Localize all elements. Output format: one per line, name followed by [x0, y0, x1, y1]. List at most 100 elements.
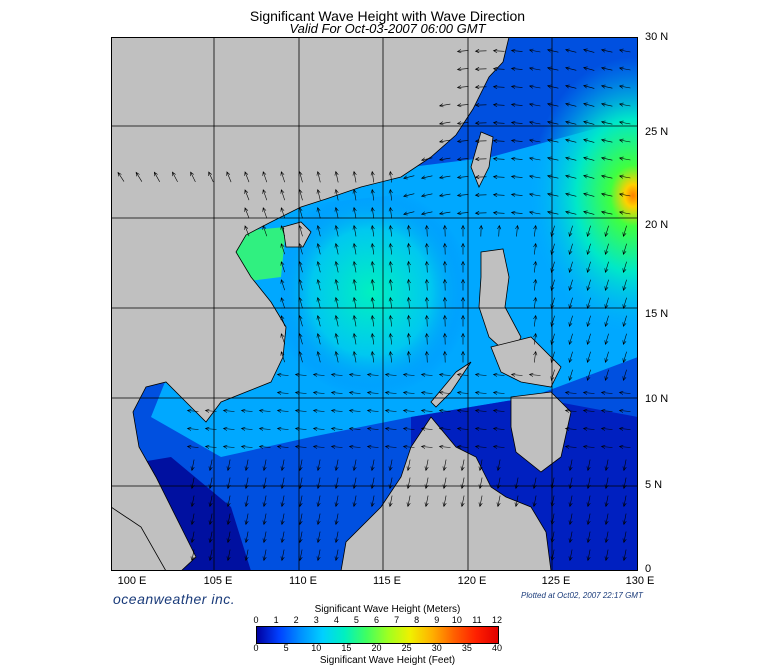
wave-direction-arrow	[442, 350, 447, 363]
colorbar-meter-tick: 10	[451, 615, 462, 625]
wave-direction-arrow	[352, 278, 357, 291]
wave-direction-arrow	[565, 102, 577, 107]
wave-direction-arrow	[388, 206, 393, 219]
wave-direction-arrow	[600, 174, 613, 179]
colorbar-meter-tick: 3	[313, 615, 319, 625]
wave-direction-arrow	[190, 171, 196, 183]
wave-direction-arrow	[438, 372, 451, 377]
wave-direction-arrow	[334, 224, 339, 237]
wave-direction-arrow	[492, 138, 505, 143]
wave-direction-arrow	[403, 211, 415, 216]
wave-direction-arrow	[442, 459, 447, 472]
colorbar-feet-tick: 20	[371, 643, 382, 653]
wave-direction-arrow	[370, 350, 375, 363]
wave-direction-arrow	[424, 224, 429, 237]
wave-direction-arrow	[334, 242, 339, 255]
wave-direction-arrow	[442, 224, 447, 237]
wave-direction-arrow	[420, 211, 433, 216]
wave-direction-arrow	[461, 296, 465, 309]
colorbar-feet-tick: 15	[341, 643, 352, 653]
wave-direction-arrow	[492, 192, 505, 197]
wave-direction-arrow	[474, 67, 487, 72]
wave-direction-arrow	[406, 459, 411, 472]
wave-direction-arrow	[474, 426, 487, 431]
wave-direction-arrow	[492, 48, 505, 53]
wave-direction-arrow	[222, 444, 235, 449]
sumatra-island	[111, 506, 167, 571]
wave-direction-arrow	[604, 225, 609, 237]
wave-direction-arrow	[420, 157, 433, 162]
wave-direction-arrow	[316, 261, 321, 273]
wave-direction-arrow	[388, 495, 393, 508]
wave-direction-arrow	[456, 67, 469, 72]
wave-direction-arrow	[583, 66, 595, 71]
wave-direction-arrow	[510, 66, 523, 71]
wave-direction-arrow	[600, 48, 613, 53]
wave-direction-arrow	[586, 549, 591, 562]
wave-direction-arrow	[492, 174, 505, 179]
wave-direction-arrow	[456, 408, 469, 413]
wave-direction-arrow	[424, 350, 429, 363]
wave-direction-arrow	[316, 171, 321, 183]
wave-direction-arrow	[456, 193, 469, 198]
map-title: Significant Wave Height with Wave Direct…	[249, 8, 526, 24]
wave-direction-arrow	[388, 477, 393, 490]
wave-direction-arrow	[226, 531, 231, 544]
wave-direction-arrow	[582, 426, 595, 431]
wave-direction-arrow	[604, 531, 609, 544]
wave-direction-arrow	[370, 459, 375, 472]
wave-direction-arrow	[456, 157, 469, 162]
wave-direction-arrow	[316, 549, 321, 562]
lon-label-130e: 130 E	[625, 575, 655, 587]
wave-direction-arrow	[226, 513, 231, 526]
wave-direction-arrow	[492, 84, 505, 89]
wave-direction-arrow	[316, 297, 321, 309]
lon-label-120e: 120 E	[457, 575, 487, 587]
wave-direction-arrow	[424, 242, 429, 255]
wave-direction-arrow	[586, 513, 591, 526]
wave-direction-arrow	[586, 243, 591, 255]
wave-direction-arrow	[528, 66, 541, 71]
wave-direction-arrow	[510, 120, 523, 125]
wave-direction-arrow	[456, 139, 469, 144]
wave-direction-arrow	[550, 243, 555, 255]
wave-direction-arrow	[298, 207, 303, 219]
wave-direction-arrow	[366, 408, 379, 413]
wave-direction-arrow	[334, 188, 339, 201]
wave-direction-arrow	[546, 102, 559, 107]
wave-direction-arrow	[186, 444, 199, 449]
wave-direction-arrow	[420, 426, 433, 431]
wave-direction-arrow	[190, 495, 195, 508]
wave-direction-arrow	[388, 350, 393, 363]
wave-direction-arrow	[442, 314, 447, 327]
wave-direction-arrow	[226, 549, 231, 562]
wave-direction-arrow	[510, 84, 523, 89]
wave-direction-arrow	[461, 350, 465, 363]
wave-direction-arrow	[550, 531, 555, 544]
wave-direction-arrow	[474, 103, 487, 108]
wave-direction-arrow	[568, 315, 573, 327]
wave-direction-arrow	[262, 477, 267, 490]
lat-label-10n: 10 N	[645, 393, 669, 405]
wave-direction-arrow	[583, 156, 595, 161]
colorbar-feet-tick: 35	[461, 643, 472, 653]
wave-direction-arrow	[586, 495, 591, 508]
wave-direction-arrow	[496, 477, 501, 490]
wave-direction-arrow	[208, 549, 213, 562]
wave-direction-arrow	[622, 531, 627, 544]
wave-direction-arrow	[316, 513, 321, 526]
wave-direction-arrow	[568, 243, 573, 255]
wave-direction-arrow	[515, 224, 520, 237]
wave-direction-arrow	[565, 66, 577, 71]
wave-direction-arrow	[550, 315, 555, 327]
wave-direction-arrow	[316, 495, 321, 508]
wave-direction-arrow	[388, 188, 393, 201]
wave-direction-arrow	[546, 156, 559, 161]
wave-direction-arrow	[583, 120, 595, 125]
wave-direction-arrow	[497, 224, 502, 237]
wave-direction-arrow	[568, 279, 573, 291]
wave-direction-arrow	[406, 224, 411, 237]
lat-label-0: 0	[645, 563, 652, 575]
wave-direction-arrow	[583, 192, 595, 197]
wave-direction-arrow	[280, 297, 285, 309]
